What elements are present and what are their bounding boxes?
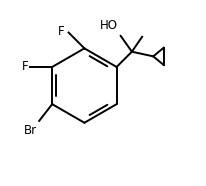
Text: F: F [21,60,28,73]
Text: HO: HO [100,19,118,32]
Text: F: F [58,25,65,38]
Text: Br: Br [24,124,37,137]
